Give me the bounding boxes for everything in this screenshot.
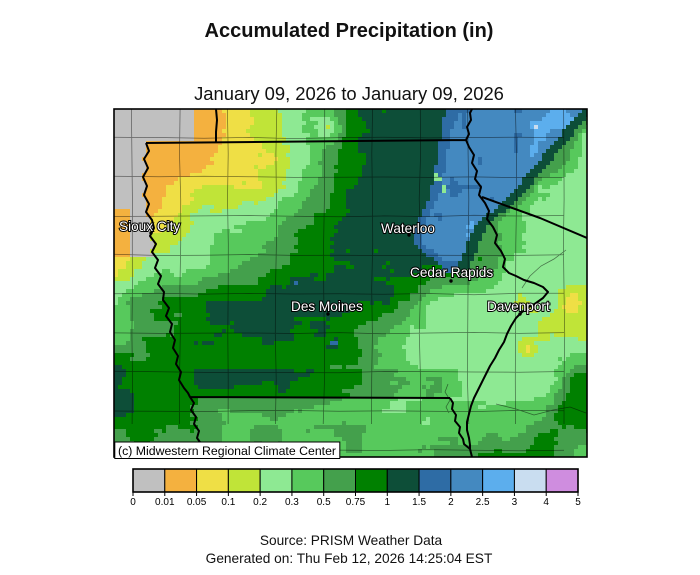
svg-text:0.75: 0.75: [346, 497, 366, 508]
svg-text:0.01: 0.01: [155, 497, 175, 508]
svg-text:0.3: 0.3: [285, 497, 299, 508]
svg-text:Des Moines: Des Moines: [291, 299, 363, 314]
svg-text:5: 5: [575, 497, 581, 508]
svg-text:January 09, 2026 to January 09: January 09, 2026 to January 09, 2026: [194, 83, 504, 104]
svg-text:1.5: 1.5: [412, 497, 426, 508]
svg-text:Cedar Rapids: Cedar Rapids: [410, 265, 493, 280]
svg-text:0: 0: [130, 497, 136, 508]
svg-text:3: 3: [512, 497, 518, 508]
svg-text:0.05: 0.05: [187, 497, 207, 508]
svg-text:Accumulated Precipitation (in): Accumulated Precipitation (in): [205, 20, 494, 42]
svg-text:2: 2: [448, 497, 454, 508]
svg-text:Waterloo: Waterloo: [381, 221, 435, 236]
svg-text:0.2: 0.2: [253, 497, 267, 508]
svg-text:Davenport: Davenport: [487, 299, 550, 314]
svg-text:1: 1: [385, 497, 391, 508]
svg-text:0.5: 0.5: [317, 497, 331, 508]
svg-text:Source: PRISM Weather Data: Source: PRISM Weather Data: [260, 533, 443, 548]
svg-text:2.5: 2.5: [476, 497, 490, 508]
svg-text:(c) Midwestern Regional Climat: (c) Midwestern Regional Climate Center: [118, 444, 336, 458]
svg-text:0.1: 0.1: [221, 497, 235, 508]
svg-text:4: 4: [543, 497, 549, 508]
svg-text:Sioux City: Sioux City: [119, 219, 180, 234]
svg-text:Generated on: Thu Feb 12, 2026: Generated on: Thu Feb 12, 2026 14:25:04 …: [206, 551, 493, 566]
